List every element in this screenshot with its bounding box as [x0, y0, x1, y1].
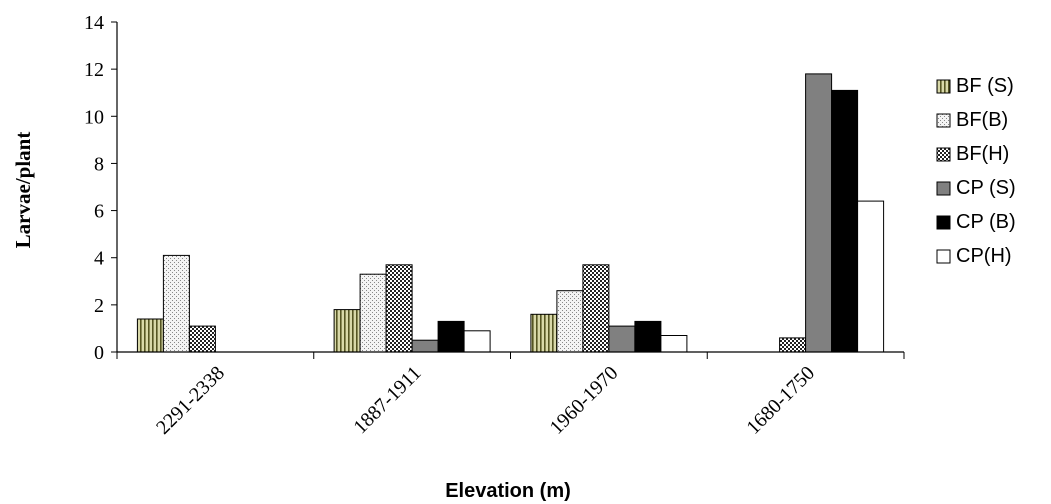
legend-label: BF(B) — [956, 109, 1008, 131]
legend-label: CP (S) — [956, 177, 1016, 199]
y-tick-label: 10 — [84, 106, 104, 128]
legend-swatch — [936, 215, 951, 230]
plot-area: 0 2 4 6 8 10 12 14 2291-2338 1887-1911 1960-1970 16… — [84, 12, 905, 439]
bar-cp-h--2 — [660, 335, 688, 353]
bar-cp-h--3 — [857, 200, 885, 353]
legend: BF (S) BF(B) BF(H) CP (S) CP (B) CP(H) — [936, 75, 1016, 267]
bar-bf-s--0 — [136, 318, 164, 353]
bar-bf-h--2 — [582, 264, 610, 353]
x-axis-title: Elevation (m) — [445, 480, 571, 502]
legend-swatch — [936, 147, 951, 162]
bar-cp-b--2 — [634, 320, 662, 353]
y-tick-label: 0 — [94, 342, 104, 364]
bar-bf-b--1 — [359, 273, 387, 353]
bar-bf-b--2 — [556, 290, 584, 353]
bar-cp-b--1 — [437, 320, 465, 353]
y-tick-label: 12 — [84, 59, 104, 81]
bar-cp-s--1 — [411, 339, 439, 353]
bar-bf-h--1 — [385, 264, 413, 353]
legend-swatch — [936, 181, 951, 196]
x-category-label: 1887-1911 — [349, 362, 425, 438]
x-category-label: 1960-1970 — [546, 362, 623, 439]
bar-cp-b--3 — [831, 89, 859, 353]
legend-label: CP (B) — [956, 211, 1016, 233]
bar-bf-s--1 — [333, 309, 361, 353]
x-category-label: 1680-1750 — [742, 362, 819, 439]
y-tick-label: 2 — [94, 295, 104, 317]
legend-swatch — [936, 113, 951, 128]
legend-label: BF (S) — [956, 75, 1014, 97]
bar-bf-s--2 — [530, 313, 558, 353]
y-tick-label: 6 — [94, 201, 104, 223]
y-tick-label: 4 — [94, 248, 104, 270]
bar-cp-s--3 — [805, 73, 833, 353]
bar-cp-h--1 — [463, 330, 491, 353]
legend-swatch — [936, 79, 951, 94]
bar-bf-h--0 — [188, 325, 216, 353]
legend-swatch — [936, 249, 951, 264]
legend-label: BF(H) — [956, 143, 1009, 165]
bar-cp-s--2 — [608, 325, 636, 353]
y-tick-label: 14 — [84, 12, 104, 34]
bar-bf-h--3 — [779, 337, 807, 353]
legend-label: CP(H) — [956, 245, 1012, 267]
y-axis-title: Larvae/plant — [11, 132, 35, 249]
y-tick-label: 8 — [94, 153, 104, 175]
bar-bf-b--0 — [162, 254, 190, 353]
x-category-label: 2291-2338 — [152, 362, 229, 439]
